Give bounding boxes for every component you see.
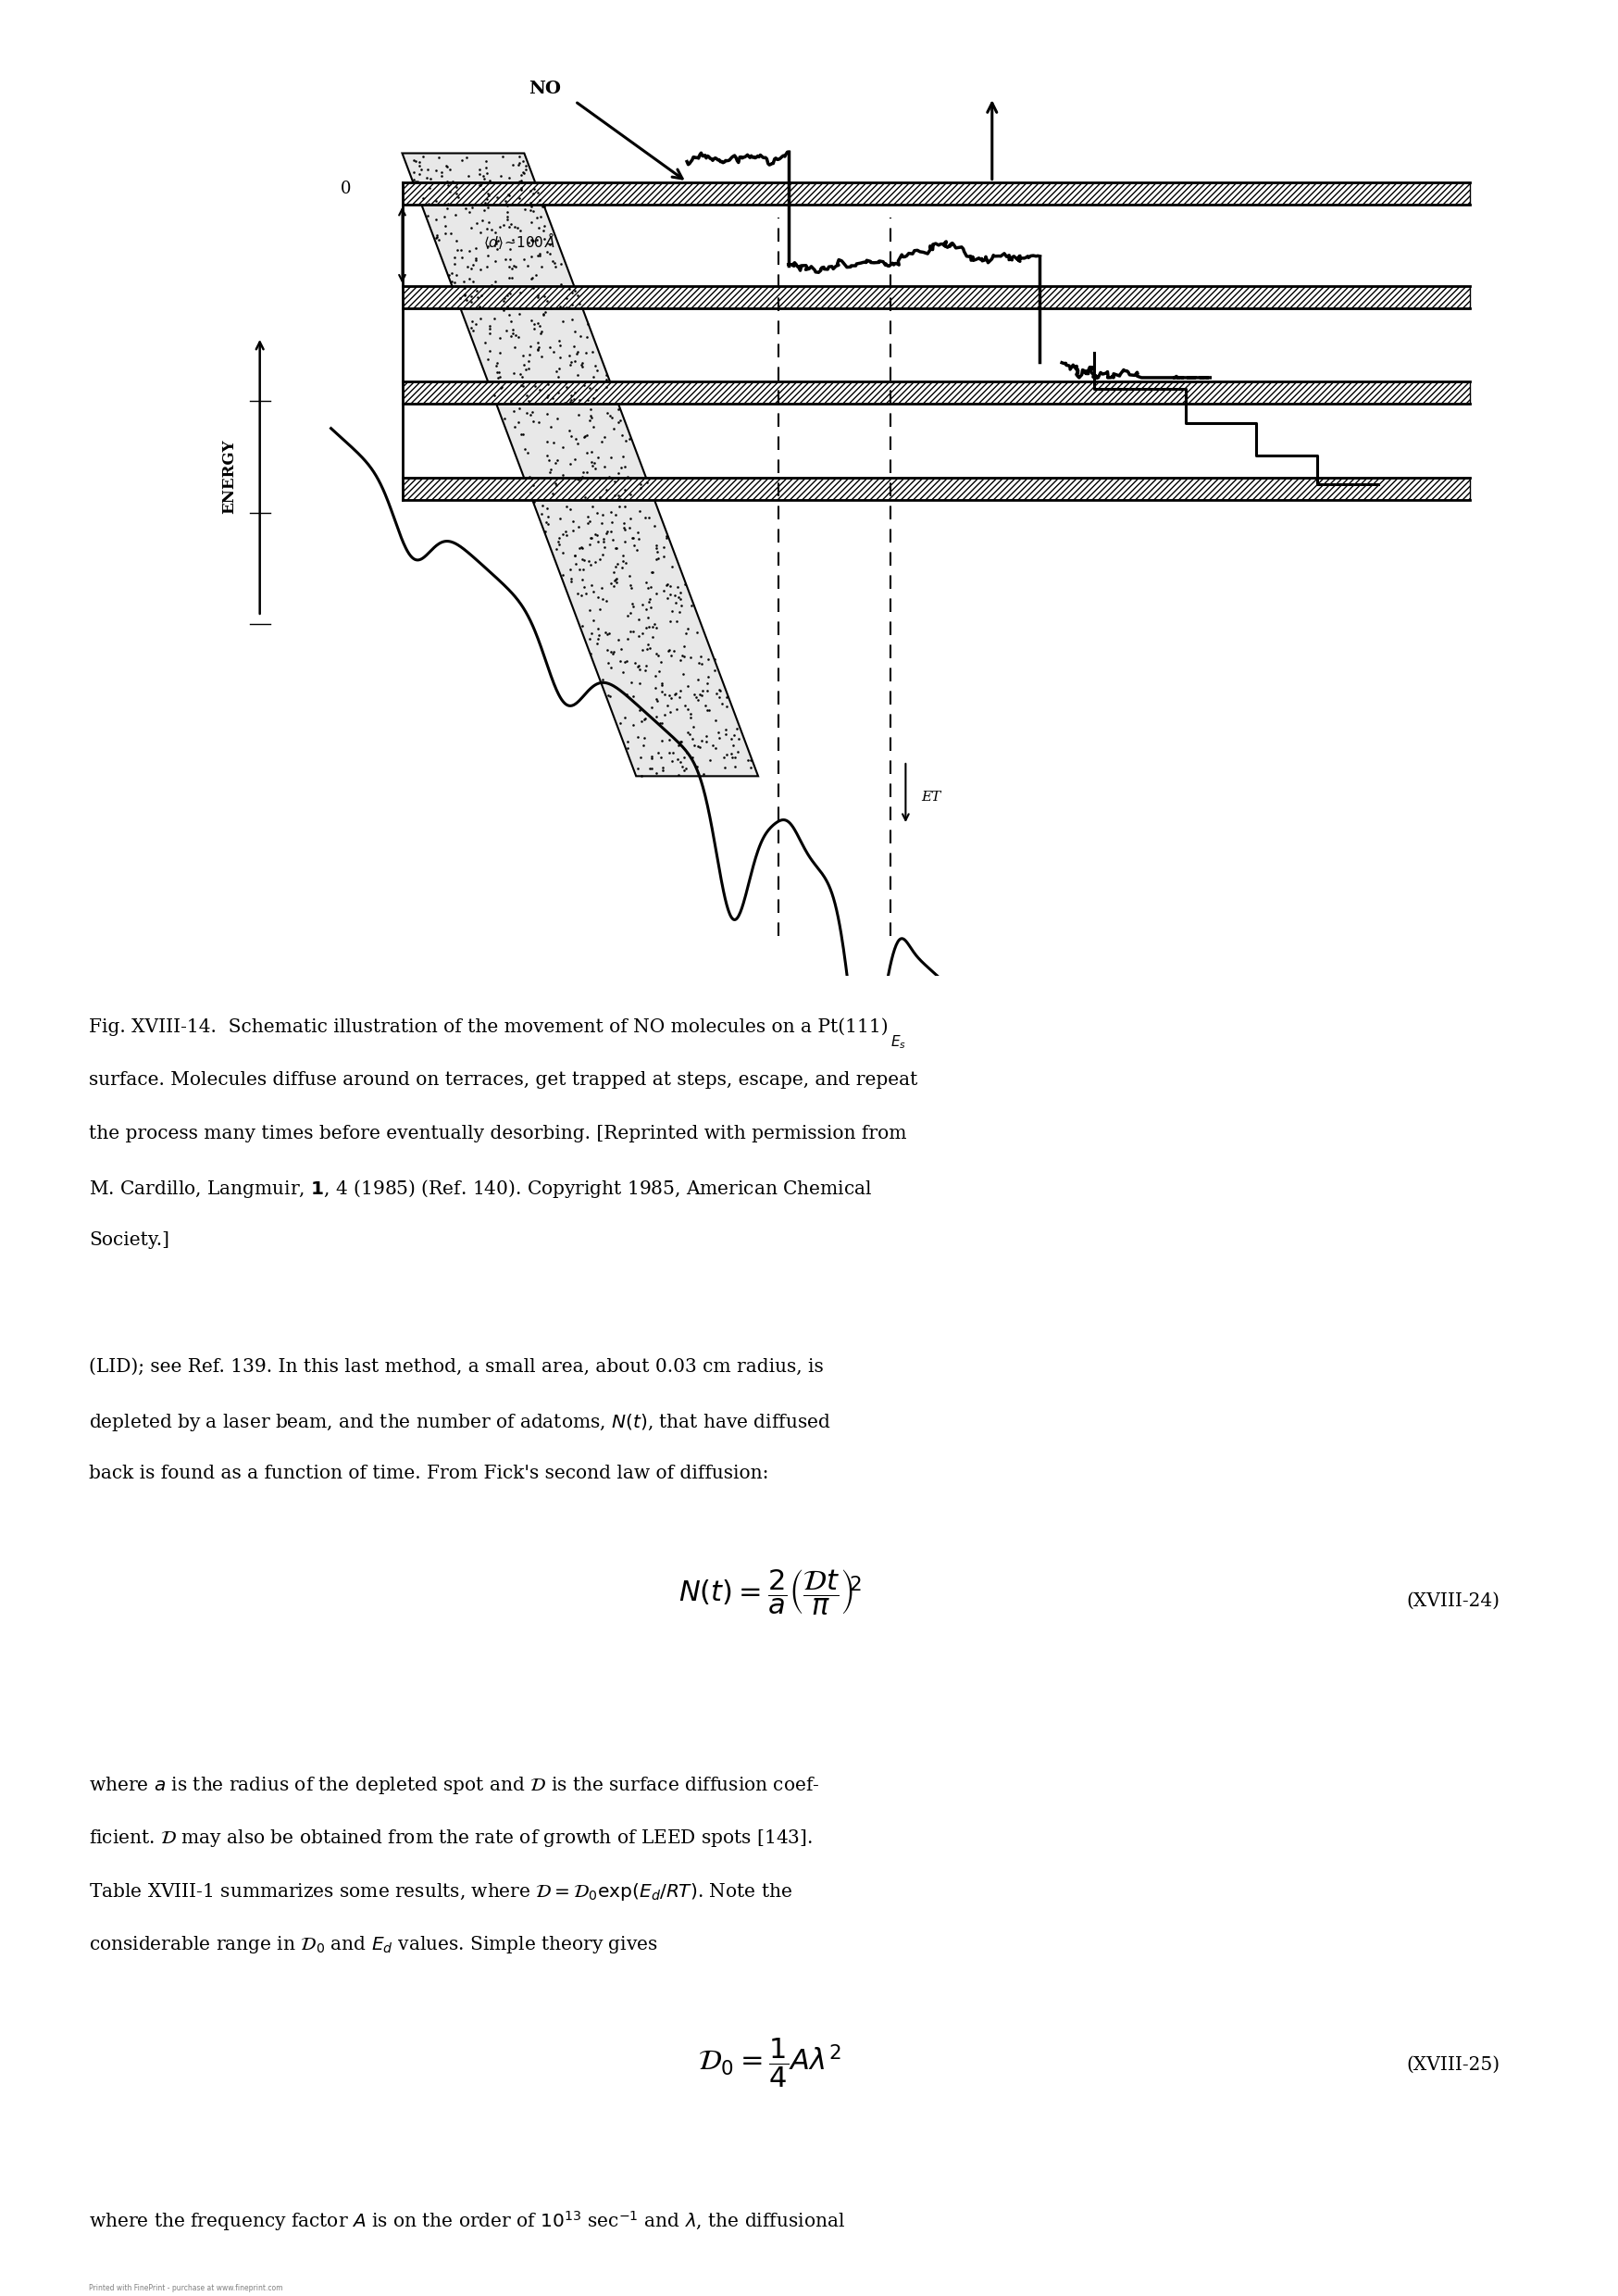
Polygon shape	[403, 381, 1471, 404]
Text: $\langle d\rangle\!\sim\!100\,\AA$: $\langle d\rangle\!\sim\!100\,\AA$	[484, 232, 557, 250]
Text: where $a$ is the radius of the depleted spot and $\mathcal{D}$ is the surface di: where $a$ is the radius of the depleted …	[89, 1775, 820, 1795]
Text: (XVIII-25): (XVIII-25)	[1406, 2057, 1500, 2073]
Text: ET: ET	[921, 790, 940, 804]
Polygon shape	[403, 181, 1471, 204]
Text: Fig. XVIII-14.  Schematic illustration of the movement of NO molecules on a Pt(1: Fig. XVIII-14. Schematic illustration of…	[89, 1017, 888, 1035]
Text: ENERGY: ENERGY	[222, 439, 238, 514]
Polygon shape	[403, 154, 759, 776]
Text: surface. Molecules diffuse around on terraces, get trapped at steps, escape, and: surface. Molecules diffuse around on ter…	[89, 1072, 917, 1088]
Polygon shape	[403, 285, 1471, 308]
Text: $E_s$: $E_s$	[890, 1033, 906, 1052]
Text: considerable range in $\mathcal{D}_0$ and $E_d$ values. Simple theory gives: considerable range in $\mathcal{D}_0$ an…	[89, 1933, 659, 1956]
Text: NO: NO	[529, 80, 561, 96]
Text: 0: 0	[341, 181, 351, 197]
Text: $N(t) = \dfrac{2}{a}\left(\dfrac{\mathcal{D}t}{\pi}\right)^{\!\!2}$: $N(t) = \dfrac{2}{a}\left(\dfrac{\mathca…	[678, 1568, 861, 1616]
Polygon shape	[403, 478, 1471, 501]
Text: where the frequency factor $A$ is on the order of $10^{13}$ sec$^{-1}$ and $\lam: where the frequency factor $A$ is on the…	[89, 2209, 845, 2234]
Text: the process many times before eventually desorbing. [Reprinted with permission f: the process many times before eventually…	[89, 1125, 906, 1143]
Text: Printed with FinePrint - purchase at www.fineprint.com: Printed with FinePrint - purchase at www…	[89, 2285, 283, 2291]
Text: (LID); see Ref. 139. In this last method, a small area, about 0.03 cm radius, is: (LID); see Ref. 139. In this last method…	[89, 1359, 824, 1375]
Text: ficient. $\mathcal{D}$ may also be obtained from the rate of growth of LEED spot: ficient. $\mathcal{D}$ may also be obtai…	[89, 1828, 812, 1848]
Text: Society.]: Society.]	[89, 1231, 170, 1249]
Text: back is found as a function of time. From Fick's second law of diffusion:: back is found as a function of time. Fro…	[89, 1465, 769, 1483]
Text: Table XVIII-1 summarizes some results, where $\mathcal{D} = \mathcal{D}_0\exp(E_: Table XVIII-1 summarizes some results, w…	[89, 1880, 793, 1901]
Text: M. Cardillo, Langmuir, $\mathbf{1}$, 4 (1985) (Ref. 140). Copyright 1985, Americ: M. Cardillo, Langmuir, $\mathbf{1}$, 4 (…	[89, 1178, 872, 1201]
Text: (XVIII-24): (XVIII-24)	[1406, 1591, 1500, 1609]
Text: depleted by a laser beam, and the number of adatoms, $N(t)$, that have diffused: depleted by a laser beam, and the number…	[89, 1412, 832, 1433]
Text: $\mathcal{D}_0 = \dfrac{1}{4}A\lambda^2$: $\mathcal{D}_0 = \dfrac{1}{4}A\lambda^2$	[697, 2037, 841, 2089]
